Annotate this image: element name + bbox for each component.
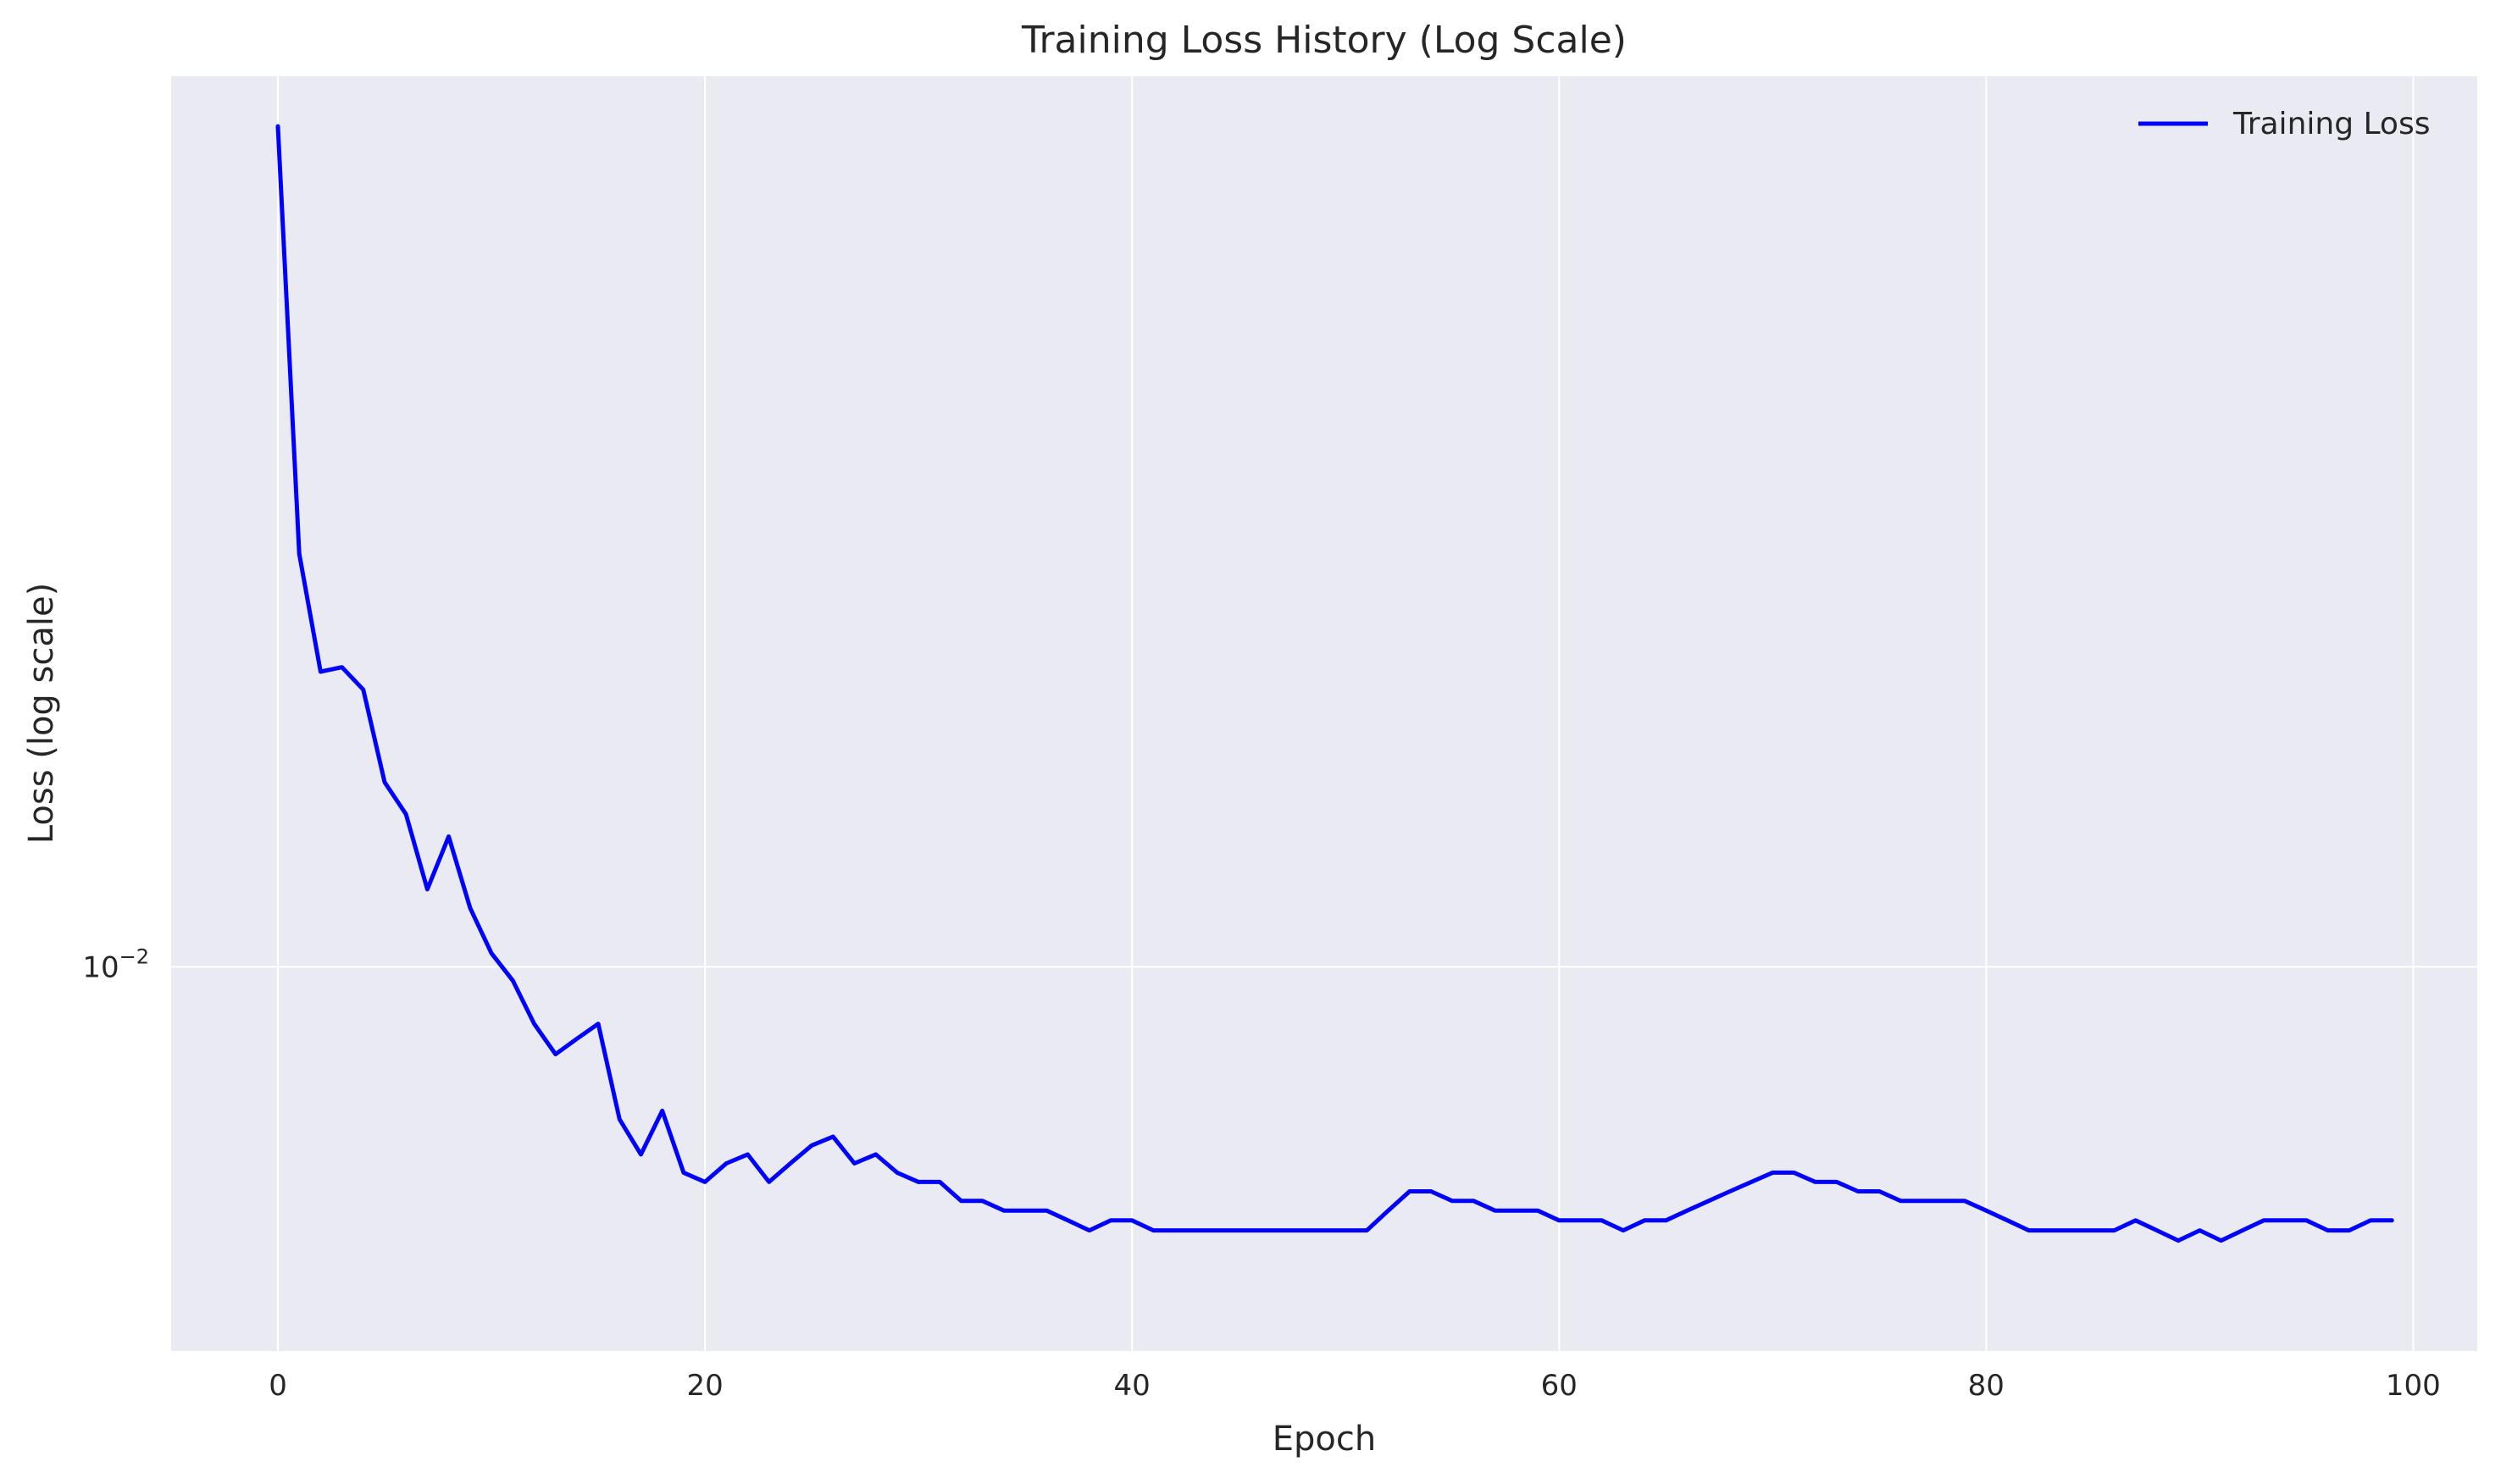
x-axis-label: Epoch — [1273, 1420, 1376, 1459]
legend-label: Training Loss — [2232, 107, 2430, 141]
training-loss-line — [275, 124, 2394, 1243]
chart-title: Training Loss History (Log Scale) — [1021, 19, 1627, 62]
x-tick-label: 0 — [269, 1369, 287, 1403]
x-tick-label: 40 — [1114, 1369, 1151, 1403]
x-tick-label: 20 — [686, 1369, 723, 1403]
x-axis-ticks: 0 20 40 60 80 100 — [269, 1369, 2441, 1403]
grid-lines — [171, 76, 2477, 1351]
legend: Training Loss — [2138, 107, 2430, 141]
y-tick-label: 10−2 — [82, 944, 149, 984]
y-axis-label: Loss (log scale) — [22, 583, 61, 844]
plot-background — [171, 76, 2477, 1351]
x-tick-label: 100 — [2386, 1369, 2441, 1403]
x-tick-label: 80 — [1968, 1369, 2005, 1403]
y-axis-ticks: 10−2 — [82, 944, 149, 984]
x-tick-label: 60 — [1541, 1369, 1578, 1403]
